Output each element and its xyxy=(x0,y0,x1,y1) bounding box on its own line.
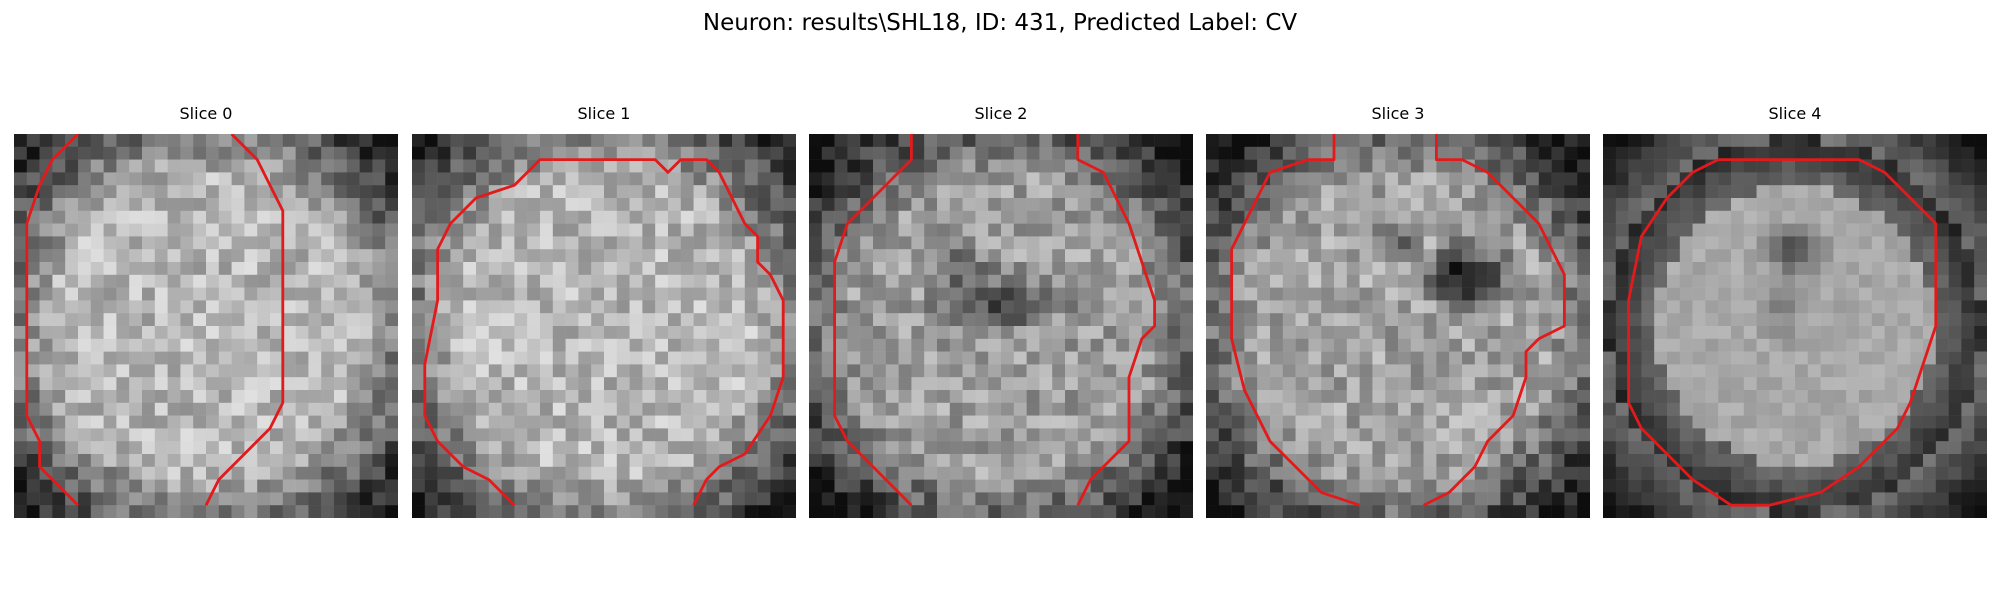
slice-title: Slice 3 xyxy=(1371,104,1425,123)
slice-title: Slice 4 xyxy=(1768,104,1822,123)
pixel-grid xyxy=(1206,134,1590,518)
slice-image-2 xyxy=(809,134,1193,518)
slice-image-3 xyxy=(1206,134,1590,518)
slice-image-0 xyxy=(14,134,398,518)
slice-panel-3: Slice 3 xyxy=(1206,104,1590,518)
roi-contour-line xyxy=(1230,134,1361,507)
slice-title: Slice 1 xyxy=(577,104,631,123)
roi-contour-line xyxy=(552,158,785,506)
roi-contour-line xyxy=(25,134,79,507)
slice-panel-2: Slice 2 xyxy=(809,104,1193,518)
slice-panel-4: Slice 4 xyxy=(1603,104,1987,518)
pixel-grid xyxy=(14,134,398,518)
roi-contour-line xyxy=(833,134,913,507)
slice-image-1 xyxy=(412,134,796,518)
slice-title: Slice 2 xyxy=(974,104,1028,123)
slice-image-4 xyxy=(1603,134,1987,518)
roi-contour-line xyxy=(204,134,285,506)
roi-contour-line xyxy=(1422,134,1566,507)
figure-title: Neuron: results\SHL18, ID: 431, Predicte… xyxy=(702,10,1298,36)
slice-panel-1: Slice 1 xyxy=(412,104,796,518)
pixel-grid xyxy=(412,134,796,518)
roi-contour-line xyxy=(1627,158,1938,507)
slice-panel-0: Slice 0 xyxy=(14,104,398,518)
pixel-grid xyxy=(809,134,1193,518)
roi-contour-line xyxy=(1076,134,1157,506)
roi-contour-line xyxy=(423,158,553,507)
slice-title: Slice 0 xyxy=(179,104,233,123)
pixel-grid xyxy=(1603,134,1987,518)
